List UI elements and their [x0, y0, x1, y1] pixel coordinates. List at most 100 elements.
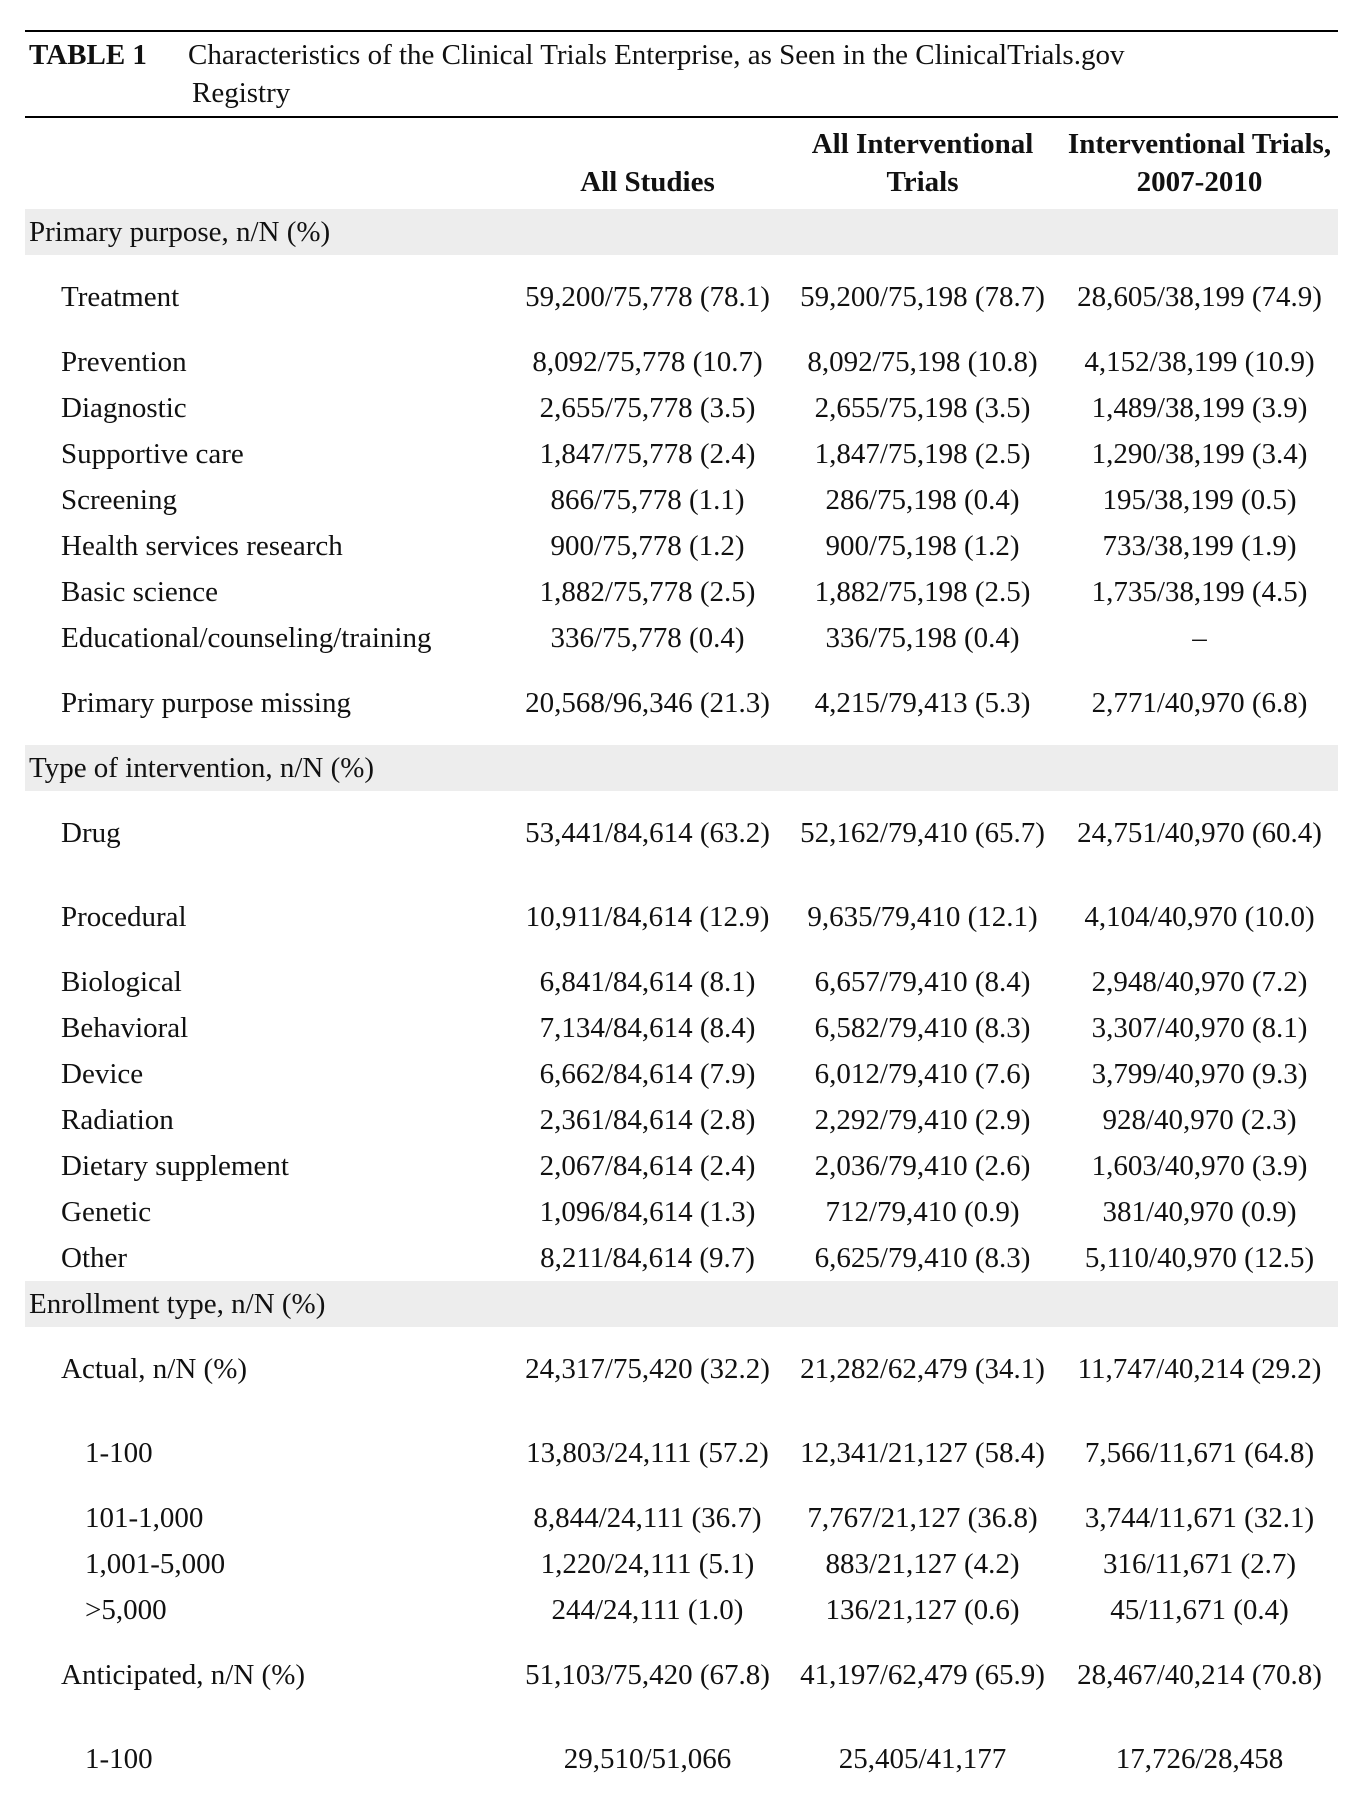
row-label: Genetic	[61, 1196, 152, 1228]
cell-value: 10,911/84,614 (12.9)	[525, 901, 770, 933]
table-row: >5,000 244/24,111 (1.0) 136/21,127 (0.6) 45…	[25, 1587, 1338, 1633]
cell-value: 195/38,199 (0.5)	[1102, 484, 1297, 516]
row-label: Anticipated, n/N (%)	[61, 1659, 306, 1691]
table-row: Health services research 900/75,778 (1.2)…	[25, 523, 1338, 569]
cell-value: 712/79,410 (0.9)	[825, 1196, 1020, 1228]
cell-value: 6,662/84,614 (7.9)	[539, 1058, 756, 1090]
cell-value: 1,882/75,198 (2.5)	[814, 576, 1031, 608]
cell-value: 7,134/84,614 (8.4)	[539, 1012, 756, 1044]
cell-value: 28,467/40,214 (70.8)	[1077, 1659, 1322, 1691]
table-row: Anticipated, n/N (%) 51,103/75,420 (67.8)…	[25, 1633, 1338, 1717]
table-row: Drug 53,441/84,614 (63.2) 52,162/79,410 (6…	[25, 791, 1338, 875]
column-header-all-studies: All Studies	[580, 166, 715, 198]
row-label: Actual, n/N (%)	[61, 1353, 248, 1385]
row-label: Treatment	[61, 281, 180, 313]
cell-value: 25,405/41,177	[838, 1743, 1007, 1775]
caption-line-1: Characteristics of the Clinical Trials E…	[188, 39, 1125, 71]
cell-value: 733/38,199 (1.9)	[1102, 530, 1297, 562]
cell-value: 7,566/11,671 (64.8)	[1084, 1437, 1315, 1469]
characteristics-table: All Studies All Interventional Trials In…	[25, 118, 1338, 1801]
cell-value: 52,162/79,410 (65.7)	[800, 817, 1045, 849]
cell-value: 4,215/79,413 (5.3)	[814, 687, 1031, 719]
row-label: Primary purpose missing	[61, 687, 351, 719]
table-row: 101-1,000 8,844/24,111 (36.7) 7,767/21,127…	[25, 1495, 1338, 1541]
table-row: 1,001-5,000 1,220/24,111 (5.1) 883/21,127 …	[25, 1541, 1338, 1587]
cell-value: 59,200/75,778 (78.1)	[525, 281, 770, 313]
cell-value: 883/21,127 (4.2)	[825, 1548, 1020, 1580]
cell-value: 2,771/40,970 (6.8)	[1091, 687, 1308, 719]
section-header-row: Enrollment type, n/N (%)	[25, 1281, 1338, 1327]
cell-value: 1,735/38,199 (4.5)	[1091, 576, 1308, 608]
row-label: 1-100	[85, 1743, 153, 1775]
header-row: All Studies All Interventional Trials In…	[25, 118, 1338, 209]
table-row: 1-100 29,510/51,066 25,405/41,177 17,726/28…	[25, 1717, 1338, 1801]
cell-value: 17,726/28,458	[1115, 1743, 1284, 1775]
cell-value: 2,948/40,970 (7.2)	[1091, 966, 1308, 998]
row-label: Dietary supplement	[61, 1150, 289, 1182]
table-body: Primary purpose, n/N (%) Treatment 59,200/…	[25, 209, 1338, 1801]
cell-value: 12,341/21,127 (58.4)	[800, 1437, 1045, 1469]
cell-value: 1,220/24,111 (5.1)	[540, 1548, 755, 1580]
cell-value: 45/11,671 (0.4)	[1110, 1594, 1289, 1626]
table-row: Radiation 2,361/84,614 (2.8) 2,292/79,410 …	[25, 1097, 1338, 1143]
cell-value: 5,110/40,970 (12.5)	[1084, 1242, 1315, 1274]
row-label: Radiation	[61, 1104, 174, 1136]
cell-value: 900/75,778 (1.2)	[550, 530, 745, 562]
row-label: 1,001-5,000	[85, 1548, 226, 1580]
table-row: Prevention 8,092/75,778 (10.7) 8,092/75,19…	[25, 339, 1338, 385]
table-row: Dietary supplement 2,067/84,614 (2.4) 2,03…	[25, 1143, 1338, 1189]
cell-value: 2,067/84,614 (2.4)	[539, 1150, 756, 1182]
table-row: Procedural 10,911/84,614 (12.9) 9,635/79,4…	[25, 875, 1338, 959]
cell-value: 336/75,778 (0.4)	[550, 622, 745, 654]
cell-value: 6,841/84,614 (8.1)	[539, 966, 756, 998]
table-row: Genetic 1,096/84,614 (1.3) 712/79,410 (0.9…	[25, 1189, 1338, 1235]
column-header-all-interventional: All Interventional Trials	[811, 128, 1034, 198]
cell-value: 11,747/40,214 (29.2)	[1077, 1353, 1322, 1385]
cell-value: 3,744/11,671 (32.1)	[1084, 1502, 1315, 1534]
table-row: Behavioral 7,134/84,614 (8.4) 6,582/79,410…	[25, 1005, 1338, 1051]
column-header-label	[25, 118, 511, 209]
cell-value: 928/40,970 (2.3)	[1102, 1104, 1297, 1136]
cell-value: 7,767/21,127 (36.8)	[807, 1502, 1038, 1534]
top-rule	[25, 30, 1338, 32]
section-header-row: Primary purpose, n/N (%)	[25, 209, 1338, 255]
row-label: Behavioral	[61, 1012, 189, 1044]
table-header: All Studies All Interventional Trials In…	[25, 118, 1338, 209]
row-label: Biological	[61, 966, 182, 998]
table-row: Screening 866/75,778 (1.1) 286/75,198 (0.4…	[25, 477, 1338, 523]
table-label: TABLE 1	[29, 39, 147, 71]
cell-value: 244/24,111 (1.0)	[551, 1594, 744, 1626]
table-row: Biological 6,841/84,614 (8.1) 6,657/79,410…	[25, 959, 1338, 1005]
row-label: Supportive care	[61, 438, 244, 470]
cell-value: 41,197/62,479 (65.9)	[800, 1659, 1045, 1691]
table-row: Other 8,211/84,614 (9.7) 6,625/79,410 (8.3…	[25, 1235, 1338, 1281]
row-label: Procedural	[61, 901, 187, 933]
cell-value: 4,152/38,199 (10.9)	[1084, 346, 1315, 378]
row-label: Diagnostic	[61, 392, 187, 424]
cell-value: 8,211/84,614 (9.7)	[540, 1242, 755, 1274]
cell-value: 1,290/38,199 (3.4)	[1091, 438, 1308, 470]
cell-value: 1,603/40,970 (3.9)	[1091, 1150, 1308, 1182]
cell-value: 6,582/79,410 (8.3)	[814, 1012, 1031, 1044]
cell-value: 316/11,671 (2.7)	[1102, 1548, 1297, 1580]
cell-value: 13,803/24,111 (57.2)	[526, 1437, 769, 1469]
cell-value: 136/21,127 (0.6)	[825, 1594, 1020, 1626]
cell-value: 1,096/84,614 (1.3)	[539, 1196, 756, 1228]
cell-value: 59,200/75,198 (78.7)	[800, 281, 1045, 313]
cell-value: 21,282/62,479 (34.1)	[800, 1353, 1045, 1385]
cell-value: 8,844/24,111 (36.7)	[533, 1502, 762, 1534]
cell-value: 2,292/79,410 (2.9)	[814, 1104, 1031, 1136]
cell-value: 1,882/75,778 (2.5)	[539, 576, 756, 608]
cell-value: 24,317/75,420 (32.2)	[525, 1353, 770, 1385]
cell-value: 900/75,198 (1.2)	[825, 530, 1020, 562]
row-label: Drug	[61, 817, 121, 849]
cell-value: 53,441/84,614 (63.2)	[525, 817, 770, 849]
cell-value: 24,751/40,970 (60.4)	[1077, 817, 1322, 849]
column-header-interventional-2007-2010: Interventional Trials, 2007-2010	[1067, 128, 1332, 198]
cell-value: 6,012/79,410 (7.6)	[814, 1058, 1031, 1090]
cell-value: 866/75,778 (1.1)	[550, 484, 745, 516]
cell-value: 2,655/75,198 (3.5)	[814, 392, 1031, 424]
cell-value: 9,635/79,410 (12.1)	[807, 901, 1038, 933]
cell-value: 3,799/40,970 (9.3)	[1091, 1058, 1308, 1090]
table-row: Diagnostic 2,655/75,778 (3.5) 2,655/75,198…	[25, 385, 1338, 431]
